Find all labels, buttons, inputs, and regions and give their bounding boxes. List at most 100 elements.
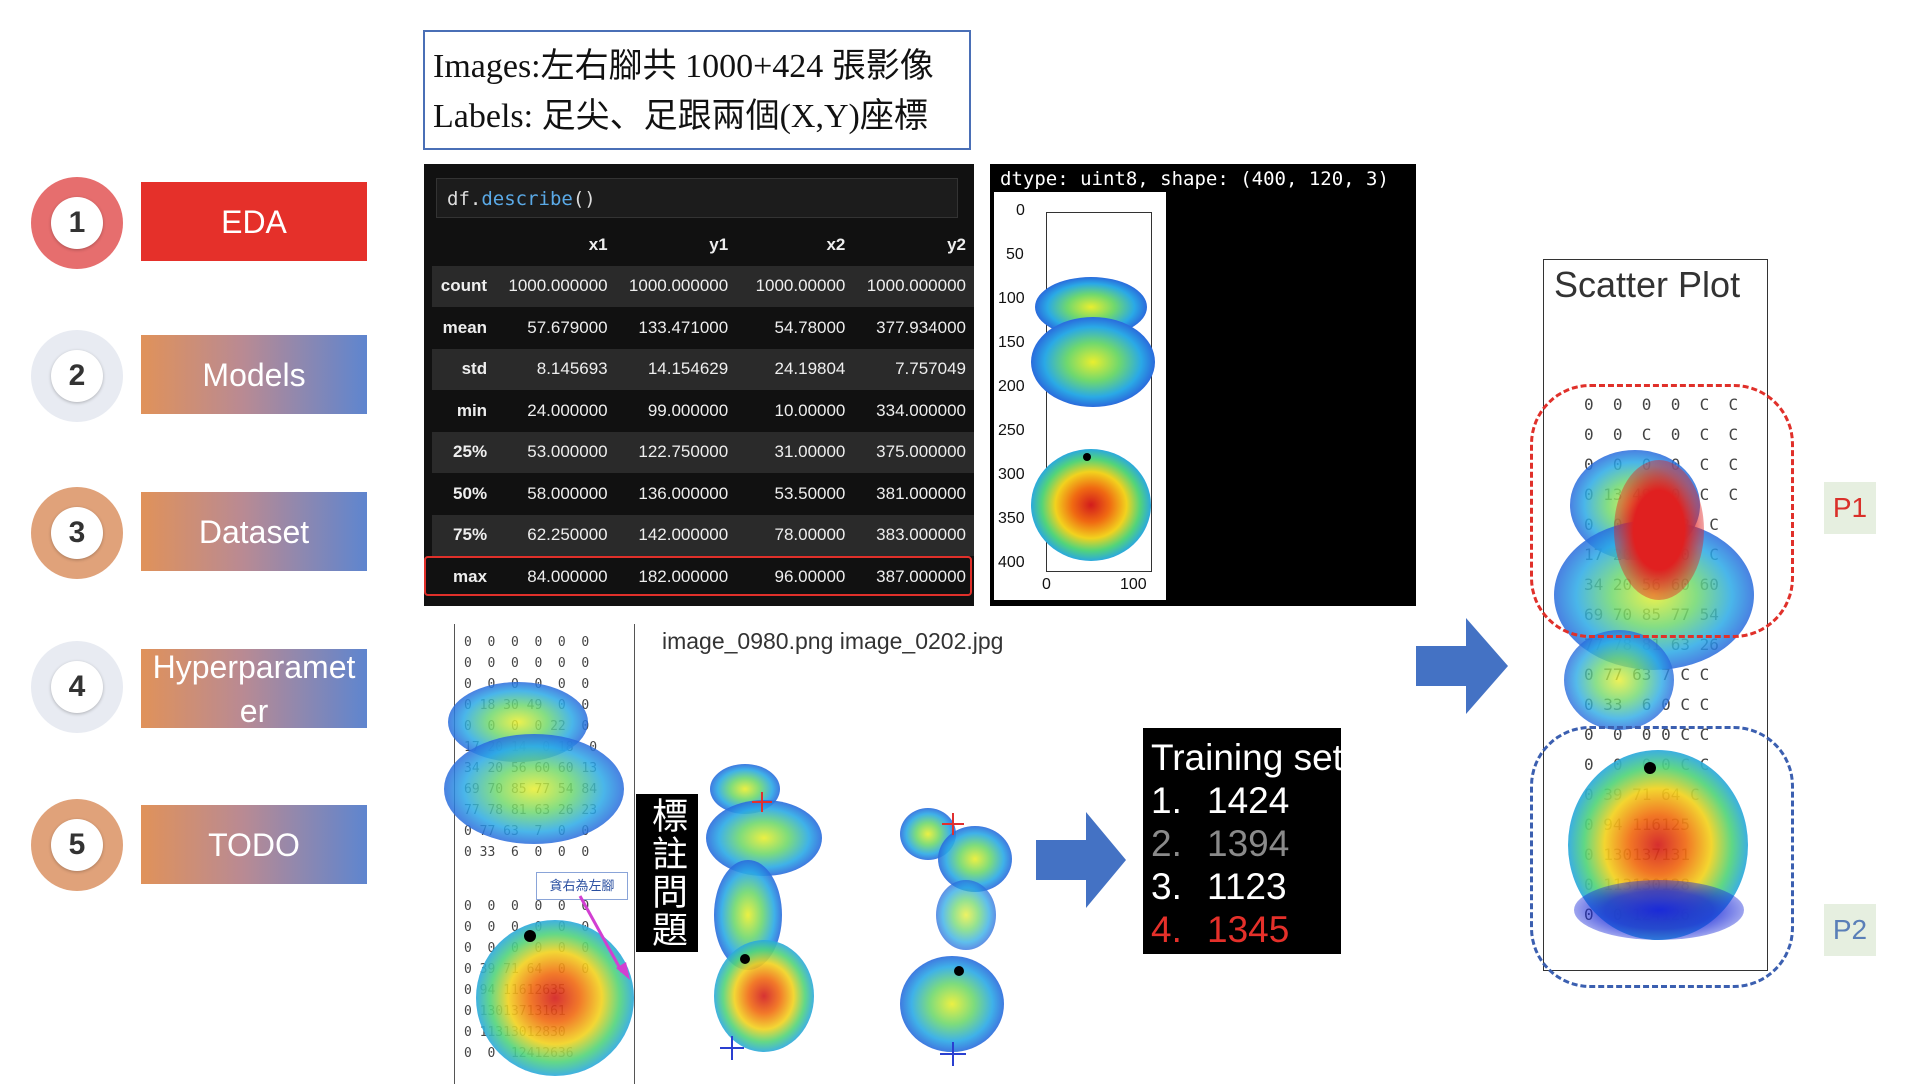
info-labels-line: Labels: 足尖、足跟兩個(X,Y)座標 bbox=[433, 98, 928, 135]
step-3-label: Dataset bbox=[198, 513, 310, 550]
code-parens: () bbox=[572, 188, 596, 210]
x-tick: 0 bbox=[1042, 576, 1051, 593]
step-1-circle[interactable]: 1 bbox=[31, 177, 123, 269]
arrow-to-scatter-icon bbox=[1416, 618, 1508, 714]
training-item-4: 4. 1345 bbox=[1151, 909, 1290, 950]
training-item-2: 2. 1394 bbox=[1151, 823, 1290, 864]
row-label: 50% bbox=[453, 483, 488, 503]
heat-blob bbox=[1564, 630, 1674, 730]
row-label: 25% bbox=[432, 431, 496, 473]
table-row: 75% 62.250000 142.000000 78.00000 383.000000 bbox=[432, 514, 974, 556]
code-object: df. bbox=[447, 188, 482, 210]
row-label: mean bbox=[442, 317, 488, 337]
cross-markers bbox=[940, 813, 966, 1066]
row-label: max bbox=[453, 566, 488, 586]
cross-markers bbox=[720, 792, 772, 1060]
table-row: std 8.145693 14.154629 24.19804 7.757049 bbox=[432, 348, 974, 390]
cell: 7.757049 bbox=[853, 348, 974, 390]
training-set-box: Training set 1. 1424 2. 1394 3. 1123 4. 1345 bbox=[1143, 728, 1343, 954]
training-item-3: 3. 1123 bbox=[1151, 866, 1287, 907]
p2-region bbox=[1530, 726, 1794, 988]
y-tick: 0 bbox=[1016, 202, 1025, 219]
step-2-models-button[interactable]: Models bbox=[141, 335, 367, 414]
header-x1: x1 bbox=[588, 234, 608, 254]
cell: 122.750000 bbox=[615, 431, 737, 473]
step-3-dataset-button[interactable]: Dataset bbox=[141, 492, 367, 571]
p2-label: P2 bbox=[1824, 904, 1876, 956]
training-set-title: Training set bbox=[1151, 737, 1343, 778]
foot-sample-image-0980 bbox=[700, 710, 822, 1070]
step-2-number: 2 bbox=[51, 350, 103, 402]
filenames-label: image_0980.png image_0202.jpg bbox=[662, 628, 1004, 654]
step-3-circle[interactable]: 3 bbox=[31, 487, 123, 579]
cell: 78.00000 bbox=[736, 514, 854, 556]
y-tick: 50 bbox=[1006, 246, 1024, 263]
heel-point bbox=[1083, 453, 1091, 461]
heat-blob bbox=[936, 880, 996, 950]
cell: 14.154629 bbox=[615, 348, 737, 390]
y-tick: 400 bbox=[998, 554, 1025, 571]
step-4-number: 4 bbox=[51, 661, 103, 713]
describe-table: x1 y1 x2 y2 count 1000.000000 1000.000000 1… bbox=[432, 224, 974, 598]
cell: 136.000000 bbox=[638, 483, 729, 503]
cell: 133.471000 bbox=[638, 317, 729, 337]
step-1-eda-button[interactable]: EDA bbox=[141, 182, 367, 261]
cell: 53.000000 bbox=[495, 431, 616, 473]
cell: 54.78000 bbox=[774, 317, 846, 337]
cell: 8.145693 bbox=[495, 348, 616, 390]
cell: 53.50000 bbox=[774, 483, 846, 503]
cell: 31.00000 bbox=[736, 431, 854, 473]
header-index bbox=[432, 224, 495, 266]
image-preview-panel: dtype: uint8, shape: (400, 120, 3) 0 50 … bbox=[990, 164, 1416, 606]
row-label: min bbox=[456, 400, 488, 420]
y-tick: 300 bbox=[998, 466, 1025, 483]
step-3-number: 3 bbox=[51, 507, 103, 559]
step-4-label: Hyperparameter bbox=[152, 648, 356, 729]
code-cell[interactable]: df.describe() bbox=[436, 178, 958, 218]
heat-blob bbox=[1031, 449, 1151, 561]
foot-sample-image-0202 bbox=[890, 710, 1020, 1070]
heat-blob bbox=[444, 734, 624, 844]
cell: 375.000000 bbox=[853, 431, 974, 473]
max-row-highlight bbox=[424, 556, 972, 596]
header-y2: y2 bbox=[947, 234, 966, 254]
p2-scatter-points bbox=[1574, 880, 1744, 940]
table-row: mean 57.679000 133.471000 54.78000 377.93400… bbox=[432, 307, 974, 349]
foot-sample-left: 0 0 0 0 0 0 0 0 0 0 0 0 0 0 0 0 0 0 0 18… bbox=[444, 624, 635, 1084]
info-images-line: Images:左右腳共 1000+424 張影像 bbox=[433, 48, 934, 85]
step-5-todo-button[interactable]: TODO bbox=[141, 805, 367, 884]
plot-frame bbox=[1031, 212, 1155, 572]
cell: 10.00000 bbox=[774, 400, 846, 420]
y-tick: 350 bbox=[998, 510, 1025, 527]
heat-blob bbox=[1031, 317, 1155, 407]
foot-heatmap-plot: 0 50 100 150 200 250 300 350 400 0 100 bbox=[994, 192, 1166, 600]
x-tick: 100 bbox=[1120, 576, 1147, 593]
step-2-circle[interactable]: 2 bbox=[31, 330, 123, 422]
header-x2: x2 bbox=[826, 234, 846, 254]
cell: 334.000000 bbox=[876, 400, 966, 420]
describe-output-panel: df.describe() x1 y1 x2 y2 count 1000.0000… bbox=[424, 164, 974, 606]
annotation-note: 貪右為左腳 bbox=[536, 872, 628, 900]
heat-blob bbox=[706, 800, 822, 876]
dataset-info-box: Images:左右腳共 1000+424 張影像 Labels: 足尖、足跟兩個… bbox=[423, 30, 971, 150]
table-row: count 1000.000000 1000.000000 1000.00000 100… bbox=[432, 265, 974, 307]
step-2-label: Models bbox=[202, 356, 306, 393]
cell: 57.679000 bbox=[527, 317, 608, 337]
code-method: describe bbox=[481, 188, 573, 210]
header-y1: y1 bbox=[709, 234, 729, 254]
table-row: min 24.000000 99.000000 10.00000 334.000000 bbox=[432, 390, 974, 432]
cell: 387.000000 bbox=[876, 566, 966, 586]
step-4-circle[interactable]: 4 bbox=[31, 641, 123, 733]
cell: 383.000000 bbox=[853, 514, 974, 556]
cell: 58.000000 bbox=[527, 483, 608, 503]
cell: 142.000000 bbox=[615, 514, 737, 556]
step-5-circle[interactable]: 5 bbox=[31, 799, 123, 891]
annotation-problem-label: 標註問題 bbox=[636, 794, 698, 952]
step-4-hyperparameter-button[interactable]: Hyperparameter bbox=[141, 649, 367, 729]
cell: 84.000000 bbox=[527, 566, 608, 586]
cell: 182.000000 bbox=[638, 566, 729, 586]
row-label: count bbox=[432, 265, 496, 307]
y-tick: 200 bbox=[998, 378, 1025, 395]
p1-region bbox=[1530, 384, 1794, 638]
arrow-to-training-icon bbox=[1036, 812, 1126, 908]
